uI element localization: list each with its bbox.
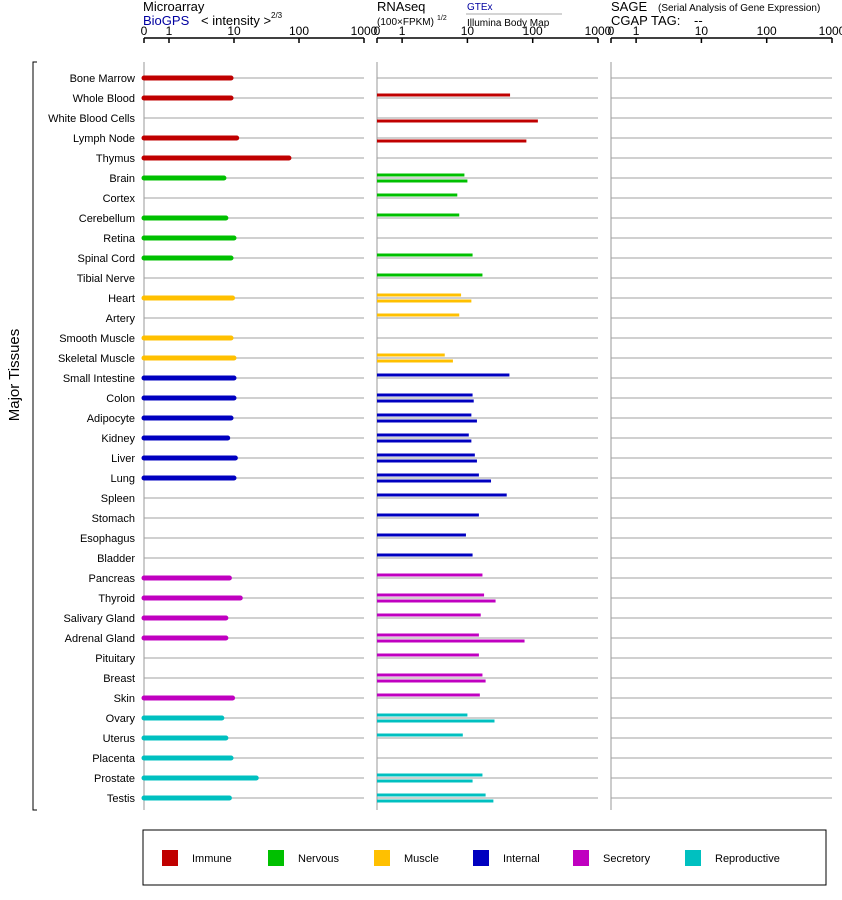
legend-item-reproductive: Reproductive — [685, 850, 780, 866]
legend-item-muscle: Muscle — [374, 850, 439, 866]
tissue-label: Lung — [111, 473, 135, 485]
tissue-label: Retina — [103, 233, 136, 245]
microarray-title: Microarray — [143, 0, 205, 14]
legend-label: Muscle — [404, 853, 439, 865]
panels-layer: 011010010000110100100001101001000 — [141, 24, 842, 810]
tissue-bracket — [33, 62, 37, 810]
tissue-label: Tibial Nerve — [77, 273, 135, 285]
sage-panel: 0 1 10 100 1000 — [608, 24, 842, 810]
sage-tick-label: 10 — [695, 24, 709, 38]
tissue-label: Whole Blood — [73, 93, 135, 105]
sage-tick-label: 1000 — [819, 24, 842, 38]
legend-swatch — [162, 850, 178, 866]
tissue-label: Adipocyte — [87, 413, 135, 425]
legend-label: Reproductive — [715, 853, 780, 865]
legend-item-internal: Internal — [473, 850, 540, 866]
tissue-label: Ovary — [106, 713, 136, 725]
tissue-label: Thymus — [96, 153, 136, 165]
tissue-label: Breast — [103, 673, 135, 685]
tissue-label: Kidney — [101, 433, 135, 445]
legend-swatch — [374, 850, 390, 866]
tissue-label: White Blood Cells — [48, 113, 135, 125]
rnaseq-source-gtex: GTEx — [467, 2, 493, 13]
microarray-header: Microarray BioGPS < intensity > 2/3 — [143, 0, 283, 28]
rnaseq-tick-label: 10 — [461, 24, 475, 38]
tissue-label: Adrenal Gland — [65, 633, 135, 645]
tissue-expression-chart: Microarray BioGPS < intensity > 2/3 RNAs… — [0, 0, 842, 900]
rnaseq-tick-label: 1 — [399, 24, 406, 38]
legend-swatch — [268, 850, 284, 866]
sage-title: SAGE — [611, 0, 647, 14]
sage-subtitle: (Serial Analysis of Gene Expression) — [658, 3, 820, 14]
tissue-label: Smooth Muscle — [59, 333, 135, 345]
tissue-label: Heart — [108, 293, 135, 305]
rnaseq-tick-label: 100 — [523, 24, 543, 38]
microarray-tick-label: 100 — [289, 24, 309, 38]
microarray-panel: 0 1 10 100 1000 — [141, 24, 378, 810]
tissue-labels: Bone Marrow Whole Blood White Blood Cells L… — [48, 73, 136, 805]
tissue-label: Prostate — [94, 773, 135, 785]
tissue-label: Skin — [114, 693, 135, 705]
tissue-label: Bladder — [97, 553, 135, 565]
tissue-label: Pancreas — [89, 573, 136, 585]
tissue-label: Bone Marrow — [70, 73, 135, 85]
tissue-label: Cortex — [103, 193, 136, 205]
tissue-label: Spleen — [101, 493, 135, 505]
tissue-label: Lymph Node — [73, 133, 135, 145]
rnaseq-unit-exponent: 1/2 — [437, 15, 447, 22]
rnaseq-title: RNAseq — [377, 0, 425, 14]
legend: Immune Nervous Muscle Internal Secretory Repr… — [162, 850, 780, 866]
tissue-label: Skeletal Muscle — [58, 353, 135, 365]
tissue-label: Stomach — [92, 513, 135, 525]
legend-label: Nervous — [298, 853, 339, 865]
legend-label: Secretory — [603, 853, 651, 865]
legend-swatch — [573, 850, 589, 866]
sage-header: SAGE (Serial Analysis of Gene Expression… — [611, 0, 820, 28]
legend-swatch — [473, 850, 489, 866]
rnaseq-tick-label: 0 — [374, 24, 381, 38]
legend-item-secretory: Secretory — [573, 850, 651, 866]
tissue-label: Uterus — [103, 733, 136, 745]
microarray-tick-label: 0 — [141, 24, 148, 38]
tissue-label: Liver — [111, 453, 135, 465]
legend-label: Immune — [192, 853, 232, 865]
rnaseq-unit-label: (100×FPKM) — [377, 17, 434, 28]
tissue-label: Testis — [107, 793, 136, 805]
sage-tag-label: CGAP TAG: — [611, 13, 680, 28]
legend-item-nervous: Nervous — [268, 850, 339, 866]
microarray-tick-label: 1 — [166, 24, 173, 38]
tissue-label: Colon — [106, 393, 135, 405]
legend-label: Internal — [503, 853, 540, 865]
microarray-unit-exponent: 2/3 — [271, 11, 283, 20]
tissue-label: Brain — [109, 173, 135, 185]
rnaseq-panel: 0 1 10 100 1000 — [374, 24, 612, 810]
microarray-tick-label: 10 — [227, 24, 241, 38]
legend-item-immune: Immune — [162, 850, 232, 866]
tissue-label: Thyroid — [98, 593, 135, 605]
tissue-label: Esophagus — [80, 533, 136, 545]
tissue-label: Spinal Cord — [78, 253, 135, 265]
y-axis-title: Major Tissues — [6, 329, 23, 422]
sage-tick-label: 1 — [633, 24, 640, 38]
legend-swatch — [685, 850, 701, 866]
tissue-label: Artery — [106, 313, 136, 325]
tissue-label: Small Intestine — [63, 373, 135, 385]
tissue-label: Pituitary — [95, 653, 135, 665]
sage-tick-label: 100 — [757, 24, 777, 38]
tissue-label: Placenta — [92, 753, 136, 765]
tissue-label: Salivary Gland — [63, 613, 135, 625]
tissue-label: Cerebellum — [79, 213, 135, 225]
sage-tick-label: 0 — [608, 24, 615, 38]
